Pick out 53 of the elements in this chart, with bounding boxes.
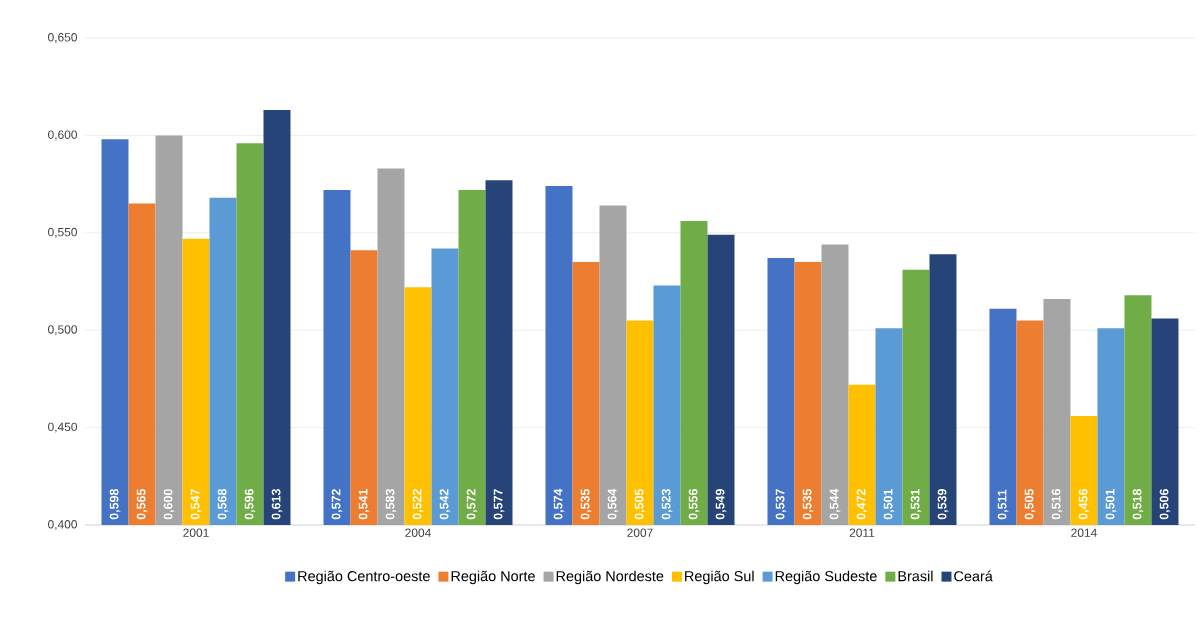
data-label: 0,598: [109, 489, 121, 520]
data-label: 0,572: [331, 489, 343, 520]
data-label: 0,556: [688, 489, 700, 520]
data-label: 0,505: [634, 488, 646, 520]
data-label: 0,456: [1078, 489, 1090, 520]
data-label: 0,535: [580, 488, 592, 520]
legend-label: Região Sul: [685, 570, 754, 585]
data-label: 0,583: [385, 489, 397, 520]
data-label: 0,531: [910, 488, 922, 520]
data-label: 0,511: [997, 489, 1009, 520]
y-tick-label: 0,600: [48, 130, 78, 141]
legend-label: Ceará: [954, 570, 993, 582]
data-label: 0,516: [1051, 489, 1063, 520]
data-label: 0,542: [439, 489, 451, 520]
data-label: 0,537: [775, 489, 787, 520]
y-tick-label: 0,400: [48, 520, 78, 530]
data-label: 0,565: [136, 488, 148, 520]
legend-label: Brasil: [898, 570, 933, 582]
data-label: 0,535: [802, 488, 814, 520]
data-label: 0,564: [607, 488, 619, 520]
data-label: 0,505: [1024, 488, 1036, 520]
x-tick-label: 2011: [849, 528, 875, 537]
x-tick-label: 2004: [405, 528, 431, 537]
data-label: 0,518: [1132, 489, 1144, 520]
data-label: 0,544: [829, 488, 841, 520]
data-label: 0,600: [163, 489, 175, 520]
data-label: 0,522: [412, 489, 424, 520]
x-tick-label: 2007: [627, 528, 653, 537]
data-label: 0,613: [271, 489, 283, 520]
data-label: 0,523: [661, 489, 673, 520]
y-tick-label: 0,650: [48, 33, 78, 43]
y-tick-label: 0,550: [48, 227, 78, 238]
data-label: 0,574: [553, 488, 565, 520]
data-label: 0,549: [715, 489, 727, 520]
data-label: 0,577: [493, 489, 505, 520]
legend-label: Região Nordeste: [556, 570, 664, 585]
data-label: 0,568: [217, 489, 229, 520]
data-label: 0,572: [466, 489, 478, 520]
data-label: 0,547: [190, 489, 202, 520]
data-label: 0,472: [856, 489, 868, 520]
data-label: 0,506: [1159, 489, 1171, 520]
x-tick-label: 2014: [1071, 528, 1097, 537]
x-tick-label: 2001: [183, 528, 209, 537]
legend-label: Região Sudeste: [775, 570, 877, 585]
legend-label: Região Centro-oeste: [298, 570, 430, 585]
data-label: 0,539: [937, 489, 949, 520]
y-tick-label: 0,500: [48, 325, 78, 336]
data-label: 0,501: [883, 488, 895, 520]
y-tick-label: 0,450: [48, 422, 78, 433]
legend-label: Região Norte: [451, 570, 535, 585]
data-label: 0,501: [1105, 488, 1117, 520]
data-label: 0,596: [244, 489, 256, 520]
data-label: 0,541: [358, 488, 370, 520]
